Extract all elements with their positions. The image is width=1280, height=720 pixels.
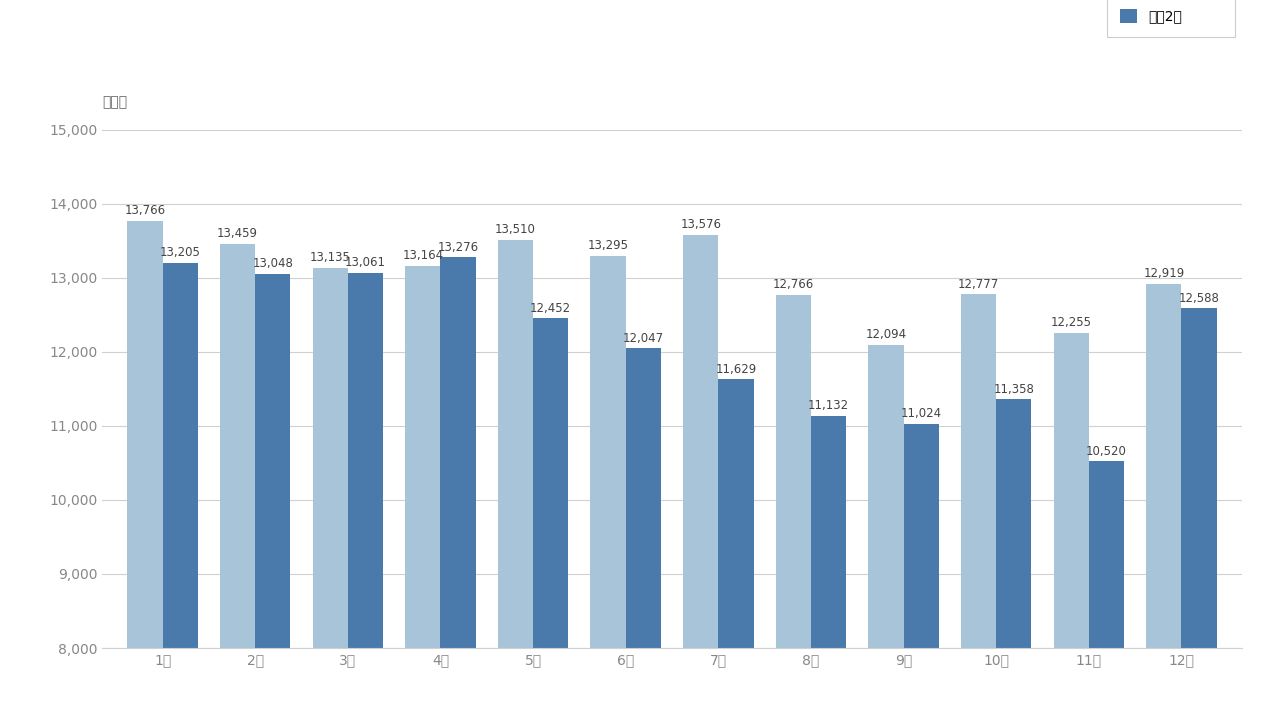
Bar — [868, 345, 904, 720]
Text: 13,576: 13,576 — [680, 218, 721, 231]
Bar — [776, 295, 812, 720]
Text: 11,132: 11,132 — [808, 400, 849, 413]
Text: 12,919: 12,919 — [1143, 267, 1184, 280]
Text: 12,588: 12,588 — [1179, 292, 1220, 305]
Bar — [532, 318, 568, 720]
Text: 11,358: 11,358 — [993, 382, 1034, 395]
Text: 11,024: 11,024 — [901, 408, 942, 420]
Text: （件）: （件） — [102, 95, 128, 109]
Text: 12,255: 12,255 — [1051, 316, 1092, 329]
Bar — [626, 348, 660, 720]
Text: 13,295: 13,295 — [588, 239, 628, 252]
Text: 10,520: 10,520 — [1085, 445, 1126, 458]
Text: 13,510: 13,510 — [495, 223, 536, 236]
Text: 13,459: 13,459 — [218, 227, 259, 240]
Text: 13,135: 13,135 — [310, 251, 351, 264]
Bar — [684, 235, 718, 720]
Text: 13,048: 13,048 — [252, 258, 293, 271]
Text: 12,766: 12,766 — [773, 279, 814, 292]
Text: 13,164: 13,164 — [402, 249, 443, 262]
Text: 13,061: 13,061 — [344, 256, 387, 269]
Legend: 平成31/令和元年, 令和2年: 平成31/令和元年, 令和2年 — [1107, 0, 1235, 37]
Bar — [996, 400, 1032, 720]
Bar — [590, 256, 626, 720]
Bar — [1181, 308, 1216, 720]
Text: 12,777: 12,777 — [957, 277, 1000, 291]
Bar — [348, 273, 383, 720]
Text: 13,766: 13,766 — [124, 204, 165, 217]
Bar — [255, 274, 291, 720]
Bar — [312, 268, 348, 720]
Bar — [440, 257, 476, 720]
Text: 12,094: 12,094 — [865, 328, 906, 341]
Bar — [1089, 462, 1124, 720]
Text: 13,276: 13,276 — [438, 240, 479, 253]
Bar — [128, 221, 163, 720]
Bar — [812, 416, 846, 720]
Bar — [1146, 284, 1181, 720]
Text: 12,452: 12,452 — [530, 302, 571, 315]
Bar — [961, 294, 996, 720]
Bar — [220, 244, 255, 720]
Bar — [406, 266, 440, 720]
Bar — [904, 424, 938, 720]
Text: 11,629: 11,629 — [716, 363, 756, 376]
Text: 13,205: 13,205 — [160, 246, 201, 258]
Text: 12,047: 12,047 — [623, 332, 664, 345]
Bar — [1053, 333, 1089, 720]
Bar — [163, 263, 198, 720]
Bar — [718, 379, 754, 720]
Bar — [498, 240, 532, 720]
